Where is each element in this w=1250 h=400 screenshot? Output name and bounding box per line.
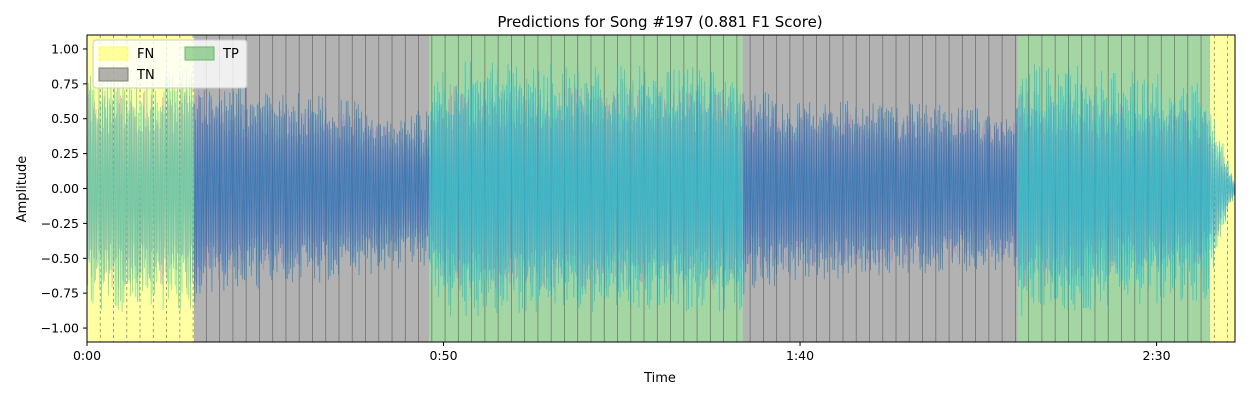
legend-swatch-tn (98, 67, 129, 82)
y-tick-label: −0.25 (41, 216, 79, 231)
x-axis-label: Time (643, 371, 676, 386)
waveform-segment (87, 64, 195, 312)
x-axis-ticks: 0:00 0:50 1:40 2:30 (73, 342, 1171, 363)
waveform-segment (1017, 63, 1235, 317)
plot-area (86, 34, 1236, 343)
x-tick-label: 0:50 (429, 348, 457, 363)
legend: FN TN TP (92, 39, 248, 89)
y-tick-label: −0.50 (41, 251, 79, 266)
legend-label-fn: FN (137, 47, 154, 62)
waveform-segment (428, 61, 743, 317)
x-tick-label: 2:30 (1143, 348, 1171, 363)
x-tick-label: 0:00 (73, 348, 101, 363)
y-tick-label: −0.75 (41, 286, 79, 301)
chart-title: Predictions for Song #197 (0.881 F1 Scor… (497, 13, 822, 31)
waveform-segment (742, 92, 1018, 295)
legend-swatch-fn (98, 46, 129, 61)
y-tick-label: 0.50 (51, 111, 79, 126)
y-tick-label: −1.00 (41, 321, 79, 336)
legend-label-tn: TN (136, 68, 155, 83)
y-tick-label: 0.00 (51, 181, 79, 196)
y-tick-label: 0.75 (51, 76, 79, 91)
waveform-segment (193, 86, 430, 303)
series-waveform-predicted (87, 61, 1235, 317)
y-tick-label: 1.00 (51, 41, 79, 56)
legend-label-tp: TP (222, 47, 239, 62)
y-axis-ticks: 1.00 0.75 0.50 0.25 0.00 −0.25 −0.50 −0.75 −1.00 (41, 41, 87, 336)
x-tick-label: 1:40 (786, 348, 814, 363)
y-axis-label: Amplitude (15, 156, 30, 223)
legend-swatch-tp (184, 46, 215, 61)
y-tick-label: 0.25 (51, 146, 79, 161)
